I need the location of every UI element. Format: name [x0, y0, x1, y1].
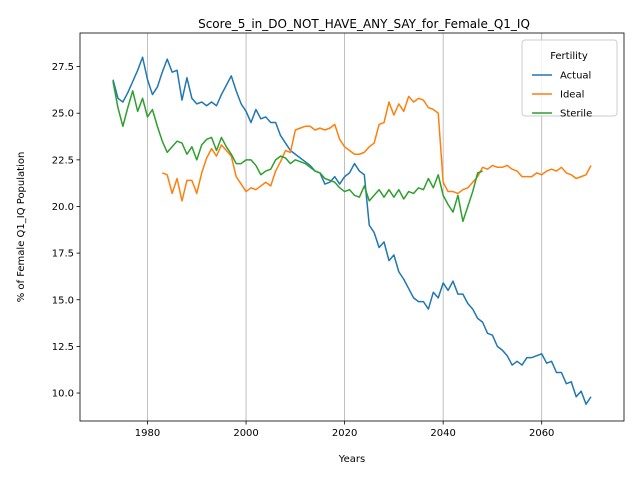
- x-tick-label: 2040: [430, 428, 455, 439]
- x-tick-label: 2060: [529, 428, 554, 439]
- legend-entry-sterile: Sterile: [560, 109, 592, 120]
- legend-box: [521, 39, 618, 117]
- y-axis-label: % of Female Q1_IQ Population: [16, 152, 27, 303]
- x-tick-label: 2020: [332, 428, 357, 439]
- y-tick-label: 27.5: [52, 62, 74, 73]
- legend-entry-actual: Actual: [560, 71, 591, 82]
- x-axis: 1980 2000 2020 2040 2060: [135, 421, 554, 439]
- series-line-sterile: [112, 81, 483, 223]
- chart-title: Score_5_in_DO_NOT_HAVE_ANY_SAY_for_Femal…: [198, 17, 530, 31]
- x-axis-label: Years: [338, 454, 365, 465]
- legend: Fertility Actual Ideal Sterile: [521, 39, 618, 120]
- series-line-ideal: [162, 95, 592, 202]
- y-tick-label: 20.0: [52, 202, 74, 213]
- x-tick-label: 1980: [135, 428, 160, 439]
- legend-entry-ideal: Ideal: [560, 90, 584, 101]
- x-tick-label: 2000: [233, 428, 258, 439]
- x-gridlines: [147, 33, 543, 421]
- legend-title: Fertility: [550, 51, 588, 62]
- y-tick-label: 22.5: [52, 155, 74, 166]
- y-tick-label: 25.0: [52, 109, 74, 120]
- y-tick-label: 15.0: [52, 295, 74, 306]
- y-tick-label: 10.0: [52, 389, 74, 400]
- y-tick-label: 17.5: [52, 249, 74, 260]
- series-line-actual: [112, 56, 592, 405]
- plot-area-frame: [79, 32, 625, 422]
- y-tick-label: 12.5: [52, 342, 74, 353]
- y-axis: 10.0 12.5 15.0 17.5 20.0 22.5 25.0 27.5: [52, 62, 80, 400]
- series-lines: [112, 56, 592, 405]
